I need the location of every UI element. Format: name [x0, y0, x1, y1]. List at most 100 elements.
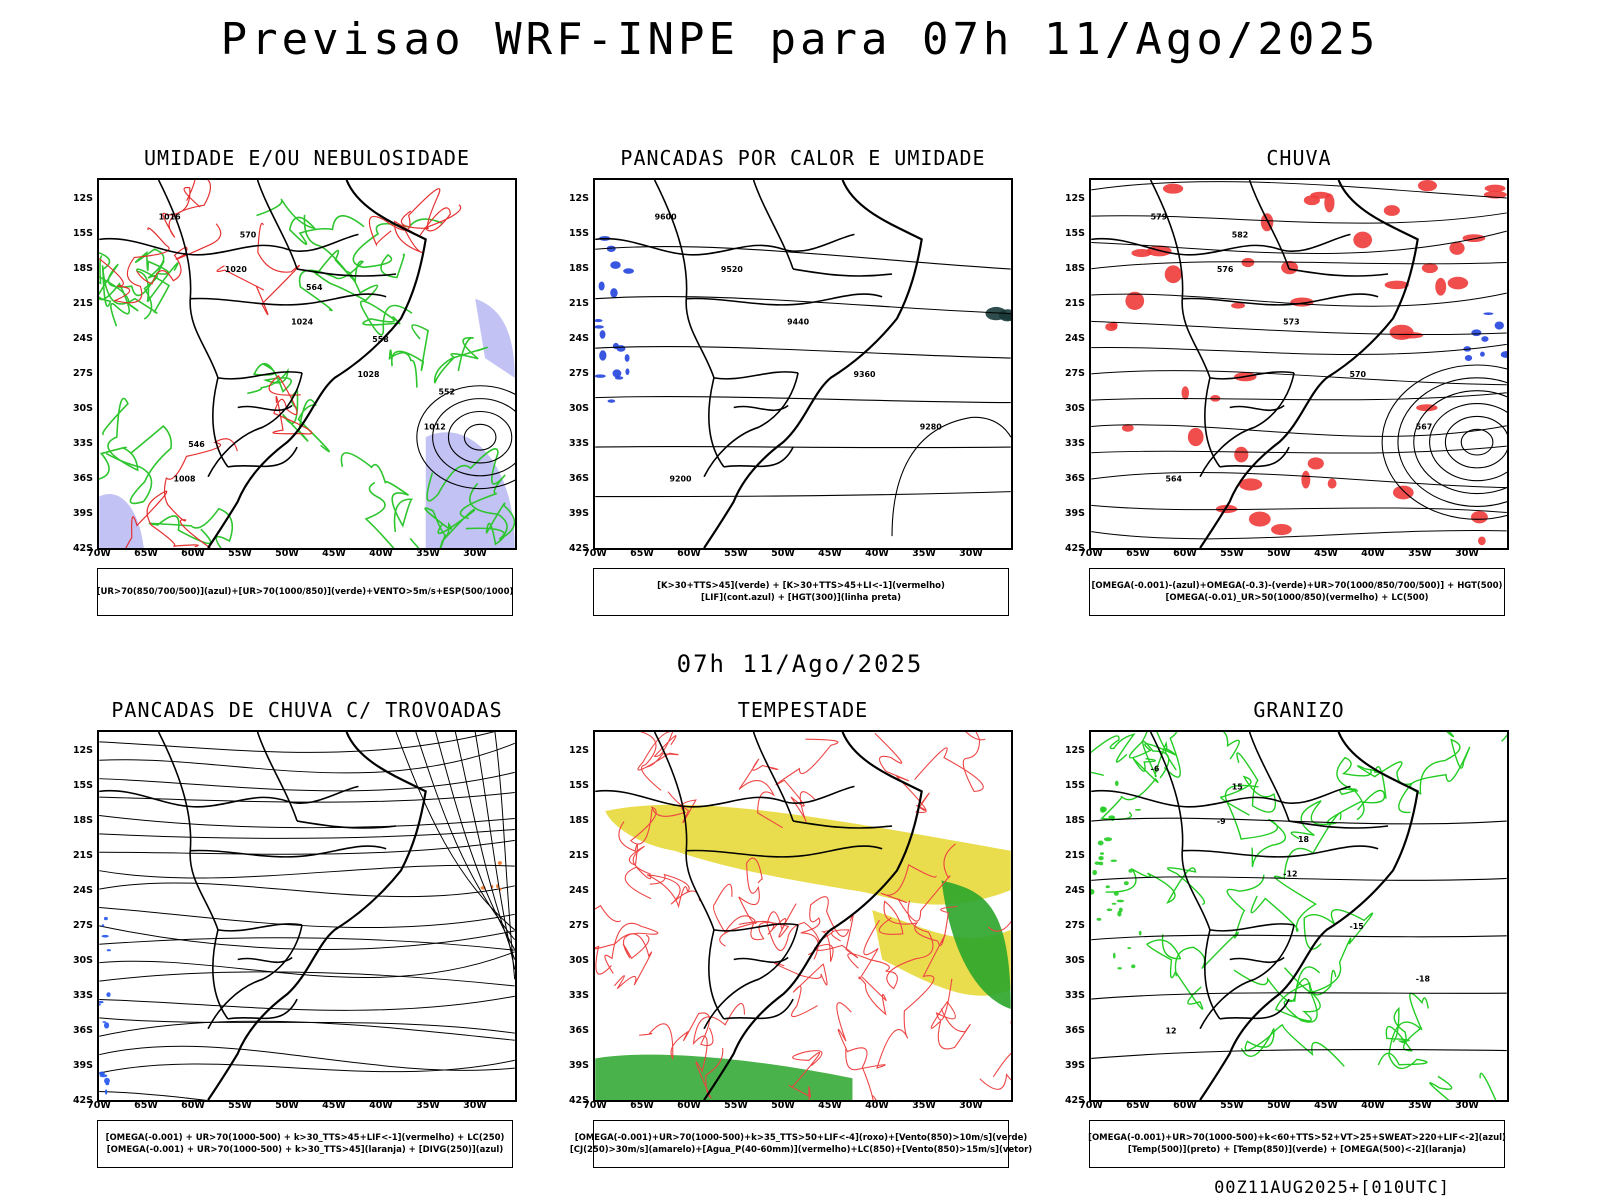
latitude-tick-label: 18S: [72, 815, 93, 826]
contour-line: [800, 896, 850, 960]
contour-line: [775, 738, 839, 822]
shaded-area: [624, 354, 630, 362]
contour-line: [637, 732, 679, 771]
streamline: [99, 1020, 515, 1041]
isoline: [1381, 364, 1507, 520]
latitude-tick-label: 21S: [568, 298, 589, 309]
longitude-tick-label: 40W: [1361, 1100, 1385, 1111]
shaded-area: [616, 345, 626, 352]
contour-line: [282, 389, 330, 453]
latitude-tick-label: 15S: [1064, 780, 1085, 791]
shaded-area: [1324, 193, 1335, 213]
latitude-tick-label: 30S: [1064, 403, 1085, 414]
contour-line: [1409, 738, 1471, 795]
contour-label: 570: [240, 230, 257, 239]
latitude-tick-label: 42S: [72, 1095, 93, 1106]
shaded-area: [1477, 536, 1486, 546]
streamline: [1091, 181, 1507, 199]
panel-title: UMIDADE E/OU NEBULOSIDADE: [143, 146, 471, 170]
shaded-area: [1105, 885, 1110, 889]
contour-line: [914, 732, 986, 793]
country-border: [1229, 404, 1285, 412]
contour-label: 579: [1151, 213, 1168, 222]
coastline: [703, 180, 923, 548]
contour-line: [433, 336, 488, 384]
country-border: [708, 377, 725, 468]
latitude-tick-label: 33S: [1064, 438, 1085, 449]
shaded-area: [599, 330, 606, 339]
latitude-tick-label: 24S: [568, 885, 589, 896]
shaded-area: [1096, 917, 1102, 921]
contour-label: 1012: [424, 422, 446, 431]
latitude-tick-label: 27S: [72, 920, 93, 931]
longitude-tick-label: 60W: [1173, 1100, 1197, 1111]
longitude-tick-label: 40W: [1361, 548, 1385, 559]
contour-line: [595, 904, 622, 923]
streamline: [99, 815, 515, 829]
latitude-tick-label: 36S: [72, 1025, 93, 1036]
contour-line: [364, 481, 420, 548]
shaded-area: [595, 325, 604, 329]
panel-title: GRANIZO: [1253, 698, 1345, 722]
country-border: [212, 929, 229, 1020]
shaded-area: [1500, 351, 1507, 358]
shaded-area: [1464, 354, 1473, 362]
shaded-area: [1091, 888, 1095, 895]
shaded-area: [1134, 808, 1142, 811]
latitude-tick-label: 39S: [1064, 508, 1085, 519]
isoline: [1091, 934, 1507, 941]
country-border: [792, 268, 893, 277]
legend-text: [OMEGA(-0.001)-(azul)+OMEGA(-0.3)-(verde…: [1091, 581, 1503, 591]
longitude-tick-label: 40W: [369, 1100, 393, 1111]
country-border: [595, 785, 855, 808]
panel-legend: [OMEGA(-0.001)-(azul)+OMEGA(-0.3)-(verde…: [1089, 568, 1505, 616]
latitude-tick-label: 12S: [568, 745, 589, 756]
shaded-area: [99, 1071, 105, 1076]
latitude-tick-label: 33S: [568, 438, 589, 449]
longitude-tick-label: 60W: [181, 548, 205, 559]
latitude-tick-label: 30S: [1064, 955, 1085, 966]
latitude-tick-label: 42S: [1064, 1095, 1085, 1106]
isoline: [595, 445, 1011, 449]
shaded-area: [1271, 524, 1292, 536]
contour-label: 12: [1165, 1027, 1176, 1036]
shaded-area: [102, 1021, 107, 1023]
contour-line: [847, 900, 934, 990]
country-border: [1288, 820, 1389, 829]
panel-legend: [UR>70(850/700/500)](azul)+[UR>70(1000/8…: [97, 568, 513, 616]
longitude-tick-label: 40W: [865, 548, 889, 559]
contour-line: [1220, 752, 1276, 816]
shaded-area: [1435, 277, 1447, 296]
longitude-tick-label: 65W: [134, 1100, 158, 1111]
contour-label: 1008: [173, 475, 196, 484]
country-border: [595, 233, 855, 256]
contour-line: [858, 919, 887, 1016]
latitude-tick-label: 21S: [72, 298, 93, 309]
streamline: [454, 732, 515, 960]
country-border: [256, 180, 298, 270]
latitude-tick-label: 27S: [568, 920, 589, 931]
country-border: [237, 956, 293, 964]
contour-line: [340, 452, 414, 533]
country-border: [157, 180, 219, 379]
streamline: [1091, 529, 1507, 540]
shaded-area: [101, 934, 109, 938]
longitude-tick-label: 70W: [1079, 1100, 1103, 1111]
contour-line: [1274, 967, 1337, 1022]
contour-line: [880, 843, 956, 922]
country-border: [733, 956, 789, 964]
shaded-area: [606, 245, 616, 252]
forecast-map: [593, 730, 1013, 1102]
longitude-tick-label: 40W: [369, 548, 393, 559]
contour-line: [105, 425, 172, 505]
country-border: [256, 732, 298, 822]
contour-label: 573: [1283, 317, 1300, 326]
shaded-area: [1097, 840, 1104, 846]
streamline: [435, 732, 515, 950]
shaded-area: [1181, 386, 1190, 400]
panel-legend: [OMEGA(-0.001)+UR>70(1000-500)+k<60+TTS>…: [1088, 1120, 1506, 1168]
longitude-tick-label: 30W: [1455, 1100, 1479, 1111]
contour-line: [604, 922, 659, 974]
isoline: [1413, 390, 1507, 495]
longitude-tick-label: 50W: [275, 548, 299, 559]
